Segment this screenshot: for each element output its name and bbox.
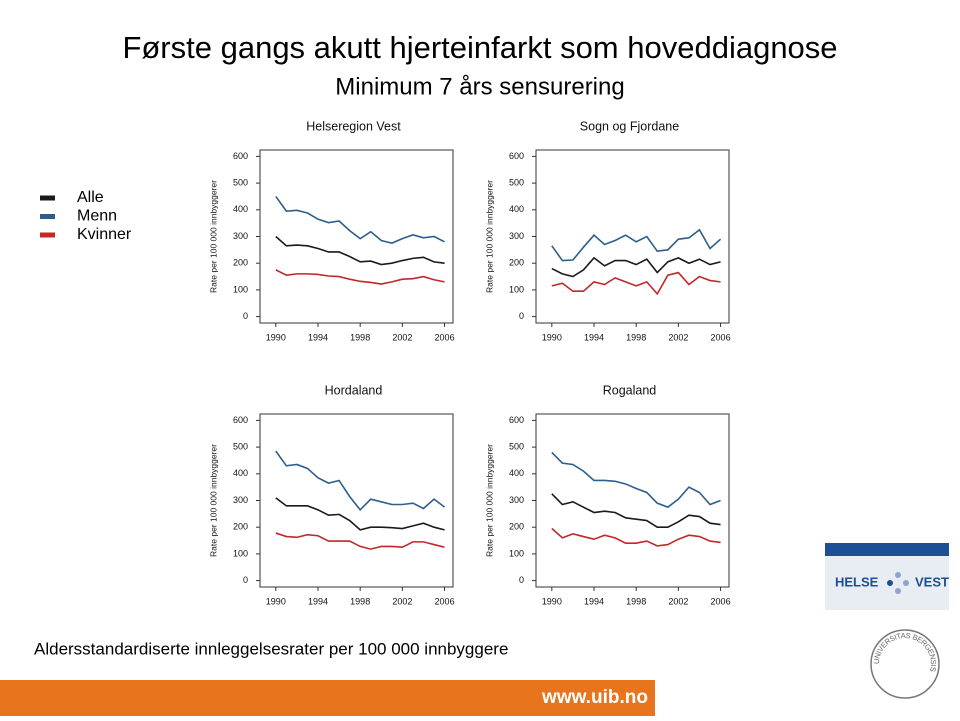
y-tick-label: 500	[233, 441, 248, 451]
logo-text: VEST	[915, 574, 949, 589]
y-tick-label: 0	[519, 311, 524, 321]
y-tick-label: 200	[509, 258, 524, 268]
series-line	[551, 271, 721, 296]
y-tick-label: 300	[509, 495, 524, 505]
logo-dot	[895, 572, 901, 578]
x-tick-label: 2006	[711, 596, 731, 606]
y-axis-label: Rate per 100 000 innbyggerer	[484, 444, 494, 557]
logo-dot	[887, 580, 893, 586]
y-tick-label: 0	[519, 575, 524, 585]
y-tick-label: 400	[233, 204, 248, 214]
y-axis-label: Rate per 100 000 innbyggerer	[208, 444, 218, 557]
legend-swatch	[40, 232, 55, 238]
series-line	[275, 195, 445, 245]
x-tick-label: 1990	[266, 596, 286, 606]
x-tick-label: 1990	[542, 332, 562, 342]
y-tick-label: 200	[509, 522, 524, 532]
legend-swatch	[40, 214, 55, 219]
x-tick-label: 1990	[266, 332, 286, 342]
chart-title: Helseregion Vest	[306, 119, 401, 133]
chart: Helseregion Vest Rate per 100 000 innbygg…	[208, 119, 454, 342]
logo-dot	[903, 580, 909, 586]
y-tick-label: 300	[509, 231, 524, 241]
seal	[870, 629, 940, 699]
y-tick-label: 100	[233, 548, 248, 558]
x-tick-label: 1998	[350, 332, 370, 342]
footer-text: Aldersstandardiserte innleggelsesrater p…	[34, 639, 508, 658]
x-tick-label: 1994	[308, 332, 328, 342]
y-tick-label: 400	[509, 204, 524, 214]
chart-title: Hordaland	[325, 383, 383, 397]
legend-label: Alle	[77, 189, 104, 206]
series-line	[551, 527, 721, 547]
y-tick-label: 300	[233, 495, 248, 505]
y-tick-label: 200	[233, 522, 248, 532]
y-tick-label: 100	[509, 284, 524, 294]
x-tick-label: 1994	[584, 596, 604, 606]
x-tick-label: 2002	[668, 596, 688, 606]
chart: Rogaland Rate per 100 000 innbyggerer 0 100…	[484, 383, 730, 606]
y-tick-label: 0	[243, 311, 248, 321]
series-line	[551, 256, 721, 278]
chart-title: Sogn og Fjordane	[580, 119, 679, 133]
footer-band	[0, 680, 655, 716]
x-tick-label: 2002	[668, 332, 688, 342]
series-line	[551, 451, 721, 509]
x-tick-label: 2006	[711, 332, 731, 342]
x-tick-label: 1994	[584, 332, 604, 342]
series-line	[551, 228, 722, 262]
y-tick-label: 600	[233, 151, 248, 161]
x-tick-label: 1998	[626, 332, 646, 342]
y-tick-label: 600	[233, 415, 248, 425]
series-line	[275, 497, 445, 531]
y-tick-label: 600	[509, 151, 524, 161]
y-tick-label: 500	[509, 177, 524, 187]
legend-label: Menn	[77, 208, 117, 225]
series-line	[275, 269, 445, 285]
y-tick-label: 0	[243, 575, 248, 585]
y-tick-label: 200	[233, 258, 248, 268]
y-tick-label: 600	[509, 415, 524, 425]
y-tick-label: 400	[509, 468, 524, 478]
footer-url: www.uib.no	[541, 687, 648, 708]
x-tick-label: 2002	[392, 596, 412, 606]
slide-subtitle: Minimum 7 års sensurering	[335, 73, 624, 100]
y-axis-label: Rate per 100 000 innbyggerer	[208, 180, 218, 293]
x-tick-label: 1994	[308, 596, 328, 606]
series-line	[275, 532, 445, 550]
x-tick-label: 1990	[542, 596, 562, 606]
y-tick-label: 500	[233, 177, 248, 187]
y-axis-label: Rate per 100 000 innbyggerer	[484, 180, 494, 293]
x-tick-label: 1998	[626, 596, 646, 606]
chart: Hordaland Rate per 100 000 innbyggerer 0 10…	[208, 383, 454, 606]
logo-dot	[895, 588, 901, 594]
series-line	[275, 450, 446, 512]
legend-swatch	[40, 195, 55, 201]
y-tick-label: 400	[233, 468, 248, 478]
x-tick-label: 2006	[435, 596, 455, 606]
slide-title: Første gangs akutt hjerteinfarkt som hov…	[122, 30, 837, 65]
charts: Helseregion Vest Rate per 100 000 innbygg…	[208, 119, 730, 606]
logo-text: HELSE	[835, 574, 879, 589]
y-tick-label: 100	[509, 548, 524, 558]
x-tick-label: 2002	[392, 332, 412, 342]
legend-label: Kvinner	[77, 226, 132, 243]
logo-bar	[825, 543, 949, 556]
chart: Sogn og Fjordane Rate per 100 000 innbygg…	[484, 119, 730, 342]
x-tick-label: 2006	[435, 332, 455, 342]
series-line	[551, 493, 721, 528]
series-line	[275, 235, 445, 266]
y-tick-label: 100	[233, 284, 248, 294]
chart-title: Rogaland	[603, 383, 657, 397]
y-tick-label: 500	[509, 441, 524, 451]
x-tick-label: 1998	[350, 596, 370, 606]
y-tick-label: 300	[233, 231, 248, 241]
